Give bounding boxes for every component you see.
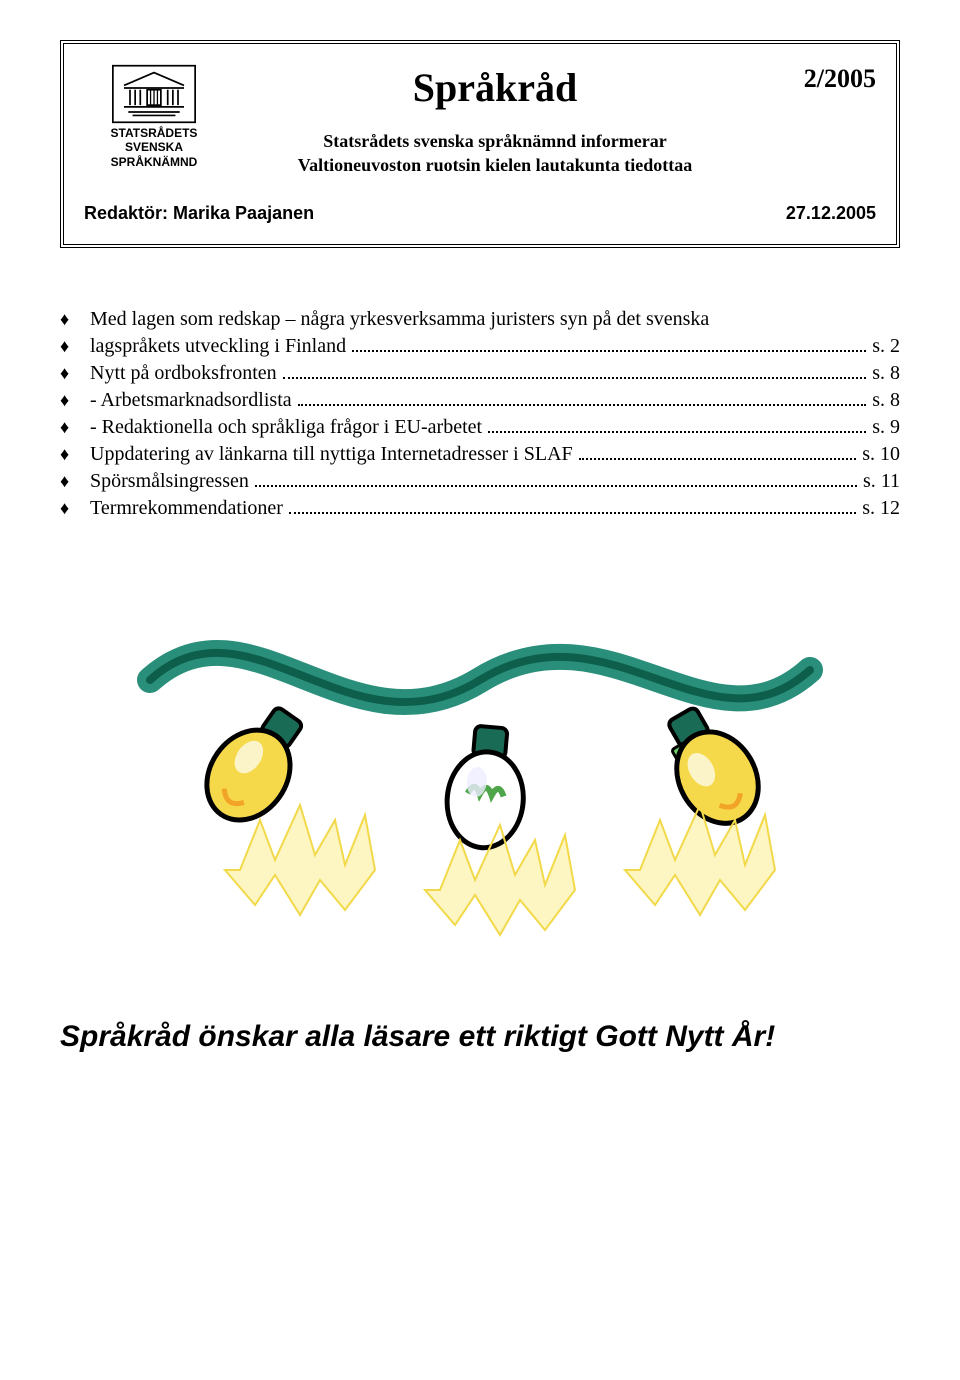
toc-label: Uppdatering av länkarna till nyttiga Int… [90,443,573,466]
toc-bullet-icon: ♦ [60,390,90,411]
subtitle-line1: Statsrådets svenska språknämnd informera… [323,131,667,151]
redaktor-label: Redaktör: Marika Paajanen [84,203,314,224]
toc-page: s. 10 [862,443,900,466]
toc-row: ♦Spörsmålsingressen s. 11 [60,470,900,493]
building-logo-icon [109,64,199,124]
greeting-text: Språkråd önskar alla läsare ett riktigt … [60,1020,900,1054]
lights-illustration [130,560,830,980]
toc-bullet-icon: ♦ [60,498,90,519]
toc-dots [298,404,867,406]
toc-bullet-icon: ♦ [60,417,90,438]
toc-bullet-icon: ♦ [60,309,90,330]
main-title: Språkråd [244,64,746,111]
toc-dots [255,485,857,487]
toc-row: ♦Termrekommendationer s. 12 [60,497,900,520]
toc-dots [283,377,867,379]
toc-page: s. 8 [872,362,900,385]
toc-label: - Arbetsmarknadsordlista [90,389,292,412]
header-box: STATSRÅDETS SVENSKA SPRÅKNÄMND Språkråd … [60,40,900,248]
toc-dots [579,458,857,460]
logo-block: STATSRÅDETS SVENSKA SPRÅKNÄMND [84,64,224,169]
toc-bullet-icon: ♦ [60,444,90,465]
table-of-contents: ♦Med lagen som redskap – några yrkesverk… [60,308,900,520]
toc-dots [352,350,866,352]
toc-row: ♦- Redaktionella och språkliga frågor i … [60,416,900,439]
toc-row: ♦lagspråkets utveckling i Finland s. 2 [60,335,900,358]
toc-row: ♦Uppdatering av länkarna till nyttiga In… [60,443,900,466]
toc-bullet-icon: ♦ [60,471,90,492]
toc-label: Spörsmålsingressen [90,470,249,493]
logo-line1: STATSRÅDETS [111,126,198,140]
issue-number: 2/2005 [766,64,876,94]
logo-line3: SPRÅKNÄMND [111,155,198,169]
toc-page: s. 11 [863,470,900,493]
toc-label: Nytt på ordboksfronten [90,362,277,385]
subtitle-line2: Valtioneuvoston ruotsin kielen lautakunt… [298,155,692,175]
toc-dots [488,431,866,433]
toc-dots [289,512,856,514]
logo-line2: SVENSKA [125,140,183,154]
toc-label: Termrekommendationer [90,497,283,520]
toc-page: s. 2 [872,335,900,358]
toc-page: s. 12 [862,497,900,520]
subtitle: Statsrådets svenska språknämnd informera… [244,129,746,178]
toc-label: lagspråkets utveckling i Finland [90,335,346,358]
logo-text: STATSRÅDETS SVENSKA SPRÅKNÄMND [111,126,198,169]
toc-page: s. 9 [872,416,900,439]
publication-date: 27.12.2005 [786,203,876,224]
toc-label: Med lagen som redskap – några yrkesverks… [90,308,709,331]
toc-page: s. 8 [872,389,900,412]
toc-row: ♦Med lagen som redskap – några yrkesverk… [60,308,900,331]
toc-label: - Redaktionella och språkliga frågor i E… [90,416,482,439]
toc-row: ♦- Arbetsmarknadsordlista s. 8 [60,389,900,412]
toc-bullet-icon: ♦ [60,336,90,357]
toc-bullet-icon: ♦ [60,363,90,384]
toc-row: ♦Nytt på ordboksfronten s. 8 [60,362,900,385]
